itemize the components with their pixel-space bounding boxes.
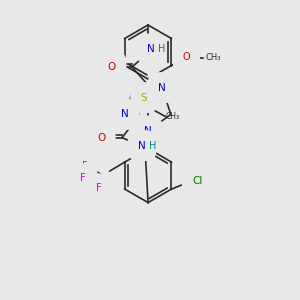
Text: O: O <box>97 133 105 142</box>
Text: F: F <box>82 161 88 171</box>
Text: F: F <box>96 183 101 193</box>
Text: O: O <box>183 52 190 62</box>
Text: S: S <box>141 93 147 103</box>
Text: N: N <box>158 82 166 93</box>
Text: N: N <box>121 110 129 119</box>
Text: CH₃: CH₃ <box>206 53 221 62</box>
Text: H: H <box>149 141 157 151</box>
Text: CH₃: CH₃ <box>165 112 179 121</box>
Text: H: H <box>158 44 165 54</box>
Text: N: N <box>147 44 155 54</box>
Text: N: N <box>144 126 152 136</box>
Text: N: N <box>138 141 146 151</box>
Text: F: F <box>80 173 86 183</box>
Text: O: O <box>108 62 116 72</box>
Text: Cl: Cl <box>192 176 203 186</box>
